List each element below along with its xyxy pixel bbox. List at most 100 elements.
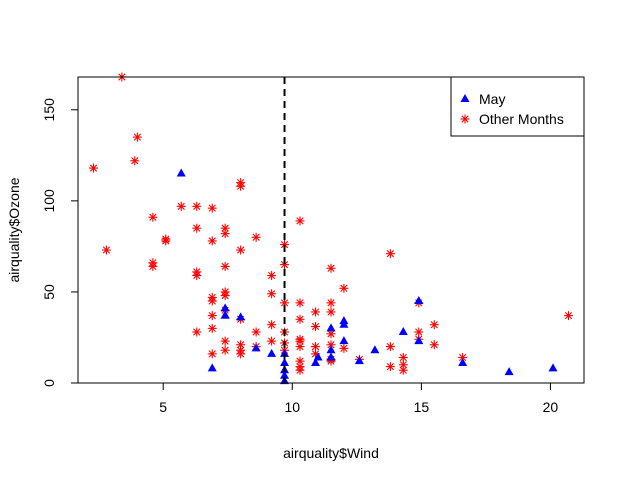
other-months-point xyxy=(192,271,202,281)
other-months-point xyxy=(176,201,186,211)
other-months-point xyxy=(267,289,277,299)
other-months-point xyxy=(207,311,217,321)
other-months-point xyxy=(161,236,171,246)
other-months-point xyxy=(385,249,395,259)
other-months-point xyxy=(311,307,321,317)
other-months-point xyxy=(101,245,111,255)
other-months-point xyxy=(132,132,142,142)
may-point xyxy=(548,363,558,372)
may-point xyxy=(458,357,468,366)
x-axis-title: airquality$Wind xyxy=(283,445,379,461)
legend-marker xyxy=(460,114,470,124)
may-point xyxy=(280,357,290,366)
other-months-point xyxy=(398,365,408,375)
axes: 5 10 15 20 0 50 100 150 xyxy=(41,76,585,415)
other-months-point xyxy=(326,263,336,273)
other-months-point xyxy=(148,261,158,271)
other-months-point xyxy=(207,296,217,306)
other-months-point xyxy=(148,212,158,222)
other-months-point xyxy=(385,362,395,372)
other-months-point xyxy=(339,283,349,293)
may-point xyxy=(414,296,424,305)
may-point xyxy=(326,352,336,361)
other-months-point xyxy=(207,349,217,359)
x-tick-label: 15 xyxy=(414,399,430,415)
other-months-point xyxy=(220,229,230,239)
other-months-point xyxy=(295,216,305,226)
other-months-point xyxy=(326,329,336,339)
y-tick-label: 0 xyxy=(41,379,57,387)
may-point xyxy=(220,303,230,312)
other-months-point xyxy=(295,314,305,324)
may-point xyxy=(354,356,364,365)
x-tick-label: 10 xyxy=(284,399,300,415)
other-months-point xyxy=(207,323,217,333)
other-months-point xyxy=(311,322,321,332)
may-point xyxy=(339,336,349,345)
other-months-point xyxy=(398,360,408,370)
other-months-point xyxy=(88,163,98,173)
may-point xyxy=(220,310,230,319)
other-months-point xyxy=(192,327,202,337)
other-months-point xyxy=(130,156,140,166)
other-months-point xyxy=(207,203,217,213)
y-axis-title: airquality$Ozone xyxy=(6,177,22,282)
may-point xyxy=(251,343,261,352)
other-months-point xyxy=(429,320,439,330)
other-months-point xyxy=(267,271,277,281)
y-tick-label: 150 xyxy=(41,98,57,122)
other-months-point xyxy=(220,261,230,271)
may-point xyxy=(370,345,380,354)
other-months-point xyxy=(220,345,230,355)
may-point xyxy=(326,323,336,332)
legend-label: May xyxy=(479,91,505,107)
other-months-point xyxy=(192,223,202,233)
x-tick-label: 20 xyxy=(543,399,559,415)
other-months-point xyxy=(326,298,336,308)
may-point xyxy=(339,319,349,328)
x-tick-label: 5 xyxy=(159,399,167,415)
legend: May Other Months xyxy=(450,76,585,137)
other-months-point xyxy=(251,232,261,242)
other-months-point xyxy=(385,342,395,352)
other-months-point xyxy=(220,291,230,301)
other-months-point xyxy=(295,365,305,375)
y-tick-label: 50 xyxy=(41,284,57,300)
may-point xyxy=(311,357,321,366)
other-months-point xyxy=(267,336,277,346)
other-months-point xyxy=(295,342,305,352)
other-months-point xyxy=(236,349,246,359)
other-months-point xyxy=(564,311,574,321)
other-months-point xyxy=(220,223,230,233)
legend-label: Other Months xyxy=(479,111,564,127)
legend-box xyxy=(450,76,585,137)
may-point xyxy=(176,168,186,177)
legend-marker xyxy=(460,94,470,102)
other-months-point xyxy=(207,236,217,246)
may-point xyxy=(398,327,408,335)
other-months-point xyxy=(220,336,230,346)
plot-area xyxy=(88,72,574,385)
other-months-point xyxy=(236,181,246,191)
may-point xyxy=(504,367,514,376)
other-months-point xyxy=(267,320,277,330)
may-point xyxy=(236,312,246,321)
may-point xyxy=(267,348,277,357)
other-months-point xyxy=(339,343,349,353)
may-point xyxy=(207,363,217,372)
other-months-point xyxy=(429,340,439,350)
may-point xyxy=(313,352,323,361)
may-point xyxy=(280,370,290,379)
y-tick-label: 100 xyxy=(41,189,57,213)
may-point xyxy=(414,336,424,345)
other-months-point xyxy=(295,356,305,366)
other-months-point xyxy=(414,327,424,337)
other-months-point xyxy=(192,201,202,211)
other-months-point xyxy=(295,298,305,308)
other-months-point xyxy=(236,245,246,255)
other-months-point xyxy=(326,307,336,317)
may-point xyxy=(326,345,336,354)
other-months-point xyxy=(251,327,261,337)
may-point xyxy=(280,348,290,357)
